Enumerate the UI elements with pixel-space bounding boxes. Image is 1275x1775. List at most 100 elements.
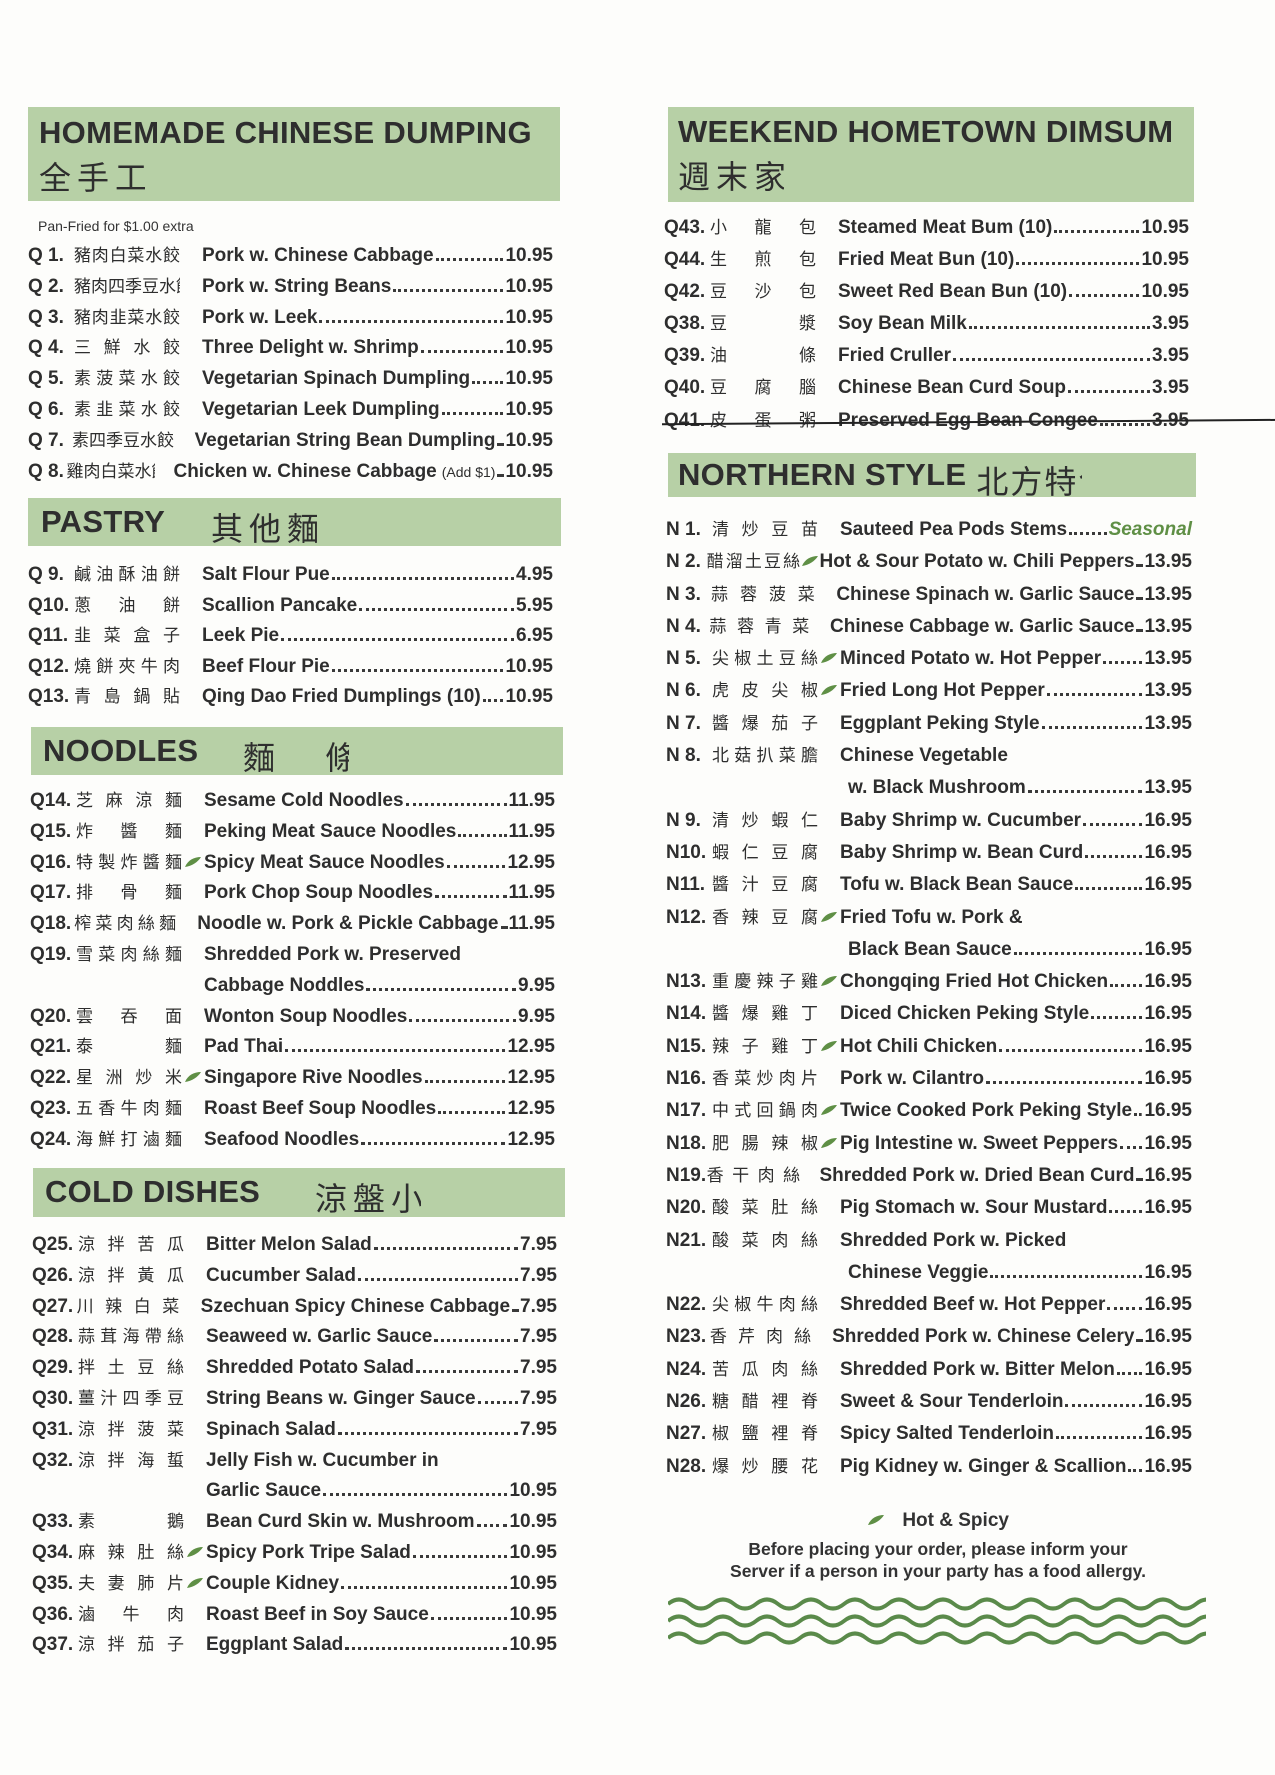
menu-item[interactable]: Q29. 拌土豆絲 Shredded Potato Salad 7.95 — [32, 1353, 557, 1384]
menu-item[interactable]: Q19. 雪菜肉絲麵 Shredded Pork w. Preserved — [30, 940, 555, 971]
menu-item[interactable]: Q40. 豆腐腦 Chinese Bean Curd Soup 3.95 — [664, 372, 1189, 404]
menu-item[interactable]: Q15. 炸醬麵 Peking Meat Sauce Noodles 11.95 — [30, 817, 555, 848]
menu-item[interactable]: Q18. 榨菜肉絲麵 Noodle w. Pork & Pickle Cabbage… — [30, 909, 555, 940]
item-name-cn: 海鮮打滷麵 — [76, 1129, 182, 1150]
menu-item[interactable]: Q41. 皮蛋粥 Preserved Egg Bean Congee 3.95 — [664, 405, 1189, 437]
menu-item[interactable]: Q39. 油 條 Fried Cruller 3.95 — [664, 340, 1189, 372]
menu-item[interactable]: Q12. 燒餅夾牛肉 Beef Flour Pie 10.95 — [28, 652, 553, 683]
item-name-cn: 清炒豆苗 — [712, 520, 818, 540]
menu-item[interactable]: Q24. 海鮮打滷麵 Seafood Noodles 12.95 — [30, 1125, 555, 1156]
menu-item[interactable]: N22. 尖椒牛肉絲 Shredded Beef w. Hot Pepper 16.9… — [666, 1289, 1192, 1321]
menu-item[interactable]: N12. 香辣豆腐 Fried Tofu w. Pork & — [666, 902, 1192, 934]
menu-item[interactable]: Q17. 排骨麵 Pork Chop Soup Noodles 11.95 — [30, 878, 555, 909]
menu-item[interactable]: Q20. 雲吞面 Wonton Soup Noodles 9.95 — [30, 1002, 555, 1033]
menu-item[interactable]: Q11. 韭菜盒子 Leek Pie 6.95 — [28, 621, 553, 652]
item-price: 3.95 — [1152, 313, 1189, 335]
item-name: Leek Pie — [202, 625, 280, 646]
dot-leader — [1068, 390, 1151, 394]
menu-item[interactable]: Q10. 蔥油餅 Scallion Pancake 5.95 — [28, 591, 553, 622]
menu-item[interactable]: N 6. 虎皮尖椒 Fried Long Hot Pepper 13.95 — [666, 675, 1192, 707]
menu-item[interactable]: Q34. 麻辣肚絲 Spicy Pork Tripe Salad 10.95 — [32, 1538, 557, 1569]
menu-item[interactable]: N 8. 北菇扒菜膽 Chinese Vegetable — [666, 740, 1192, 772]
noodles-list: Q14. 芝麻涼麵 Sesame Cold Noodles 11.95 Q15. 炸醬麵 P… — [30, 786, 555, 1156]
menu-item[interactable]: Q36. 滷牛肉 Roast Beef in Soy Sauce 10.95 — [32, 1600, 557, 1631]
menu-item[interactable]: N 9. 清炒蝦仁 Baby Shrimp w. Cucumber 16.95 — [666, 805, 1192, 837]
menu-item[interactable]: Q 4. 三鮮水餃 Three Delight w. Shrimp 10.95 — [28, 333, 553, 364]
menu-item[interactable]: Q 2. 豬肉四季豆水餃 Pork w. String Beans 10.95 — [28, 272, 553, 303]
dot-leader — [1054, 230, 1140, 233]
menu-item[interactable]: Q23. 五香牛肉麵 Roast Beef Soup Noodles 12.95 — [30, 1094, 555, 1125]
menu-item[interactable]: Q35. 夫妻肺片 Couple Kidney 10.95 — [32, 1569, 557, 1600]
item-price: 11.95 — [508, 790, 556, 811]
menu-item[interactable]: Q42. 豆沙包 Sweet Red Bean Bun (10) 10.95 — [664, 276, 1189, 308]
menu-item[interactable]: Q 6. 素韭菜水餃 Vegetarian Leek Dumpling 10.95 — [28, 395, 553, 426]
menu-item-continued[interactable]: w. Black Mushroom 13.95 — [666, 772, 1192, 804]
item-code: Q28. — [32, 1326, 74, 1348]
menu-item[interactable]: N11. 醬汁豆腐 Tofu w. Black Bean Sauce 16.95 — [666, 869, 1192, 901]
menu-item[interactable]: Q37. 涼拌茄子 Eggplant Salad 10.95 — [32, 1630, 557, 1661]
item-code: Q 9. — [28, 564, 64, 585]
menu-item-continued[interactable]: Garlic Sauce 10.95 — [32, 1476, 557, 1507]
menu-item[interactable]: N 4. 蒜蓉青菜 Chinese Cabbage w. Garlic Sauce 1… — [666, 611, 1192, 643]
menu-item[interactable]: Q 1. 豬肉白菜水餃 Pork w. Chinese Cabbage 10.95 — [28, 241, 553, 272]
menu-item-continued[interactable]: Chinese Veggie 16.95 — [666, 1257, 1192, 1289]
menu-item[interactable]: Q21. 泰麵 Pad Thai 12.95 — [30, 1032, 555, 1063]
menu-item[interactable]: N23. 香芹肉絲 Shredded Pork w. Chinese Celery 1… — [666, 1321, 1192, 1353]
menu-item[interactable]: Q43. 小龍包 Steamed Meat Bum (10) 10.95 — [664, 212, 1189, 244]
item-name-cn: 油 條 — [710, 346, 816, 367]
menu-item[interactable]: Q25. 涼拌苦瓜 Bitter Melon Salad 7.95 — [32, 1230, 557, 1261]
menu-item[interactable]: N 7. 醬爆茄子 Eggplant Peking Style 13.95 — [666, 708, 1192, 740]
menu-item[interactable]: N16. 香菜炒肉片 Pork w. Cilantro 16.95 — [666, 1063, 1192, 1095]
menu-item[interactable]: Q33. 素鵝 Bean Curd Skin w. Mushroom 10.95 — [32, 1507, 557, 1538]
menu-item[interactable]: Q26. 涼拌黃瓜 Cucumber Salad 7.95 — [32, 1261, 557, 1292]
menu-item[interactable]: N13. 重慶辣子雞 Chongqing Fried Hot Chicken 16.9… — [666, 966, 1192, 998]
menu-item[interactable]: Q31. 涼拌菠菜 Spinach Salad 7.95 — [32, 1415, 557, 1446]
menu-item[interactable]: N21. 酸菜肉絲 Shredded Pork w. Picked — [666, 1225, 1192, 1257]
menu-item[interactable]: N 3. 蒜蓉菠菜 Chinese Spinach w. Garlic Sauce 1… — [666, 579, 1192, 611]
menu-item[interactable]: Q 7. 素四季豆水餃 Vegetarian String Bean Dumplin… — [28, 426, 553, 457]
menu-item[interactable]: Q 3. 豬肉韭菜水餃 Pork w. Leek 10.95 — [28, 303, 553, 334]
menu-item[interactable]: N24. 苦瓜肉絲 Shredded Pork w. Bitter Melon 16.… — [666, 1354, 1192, 1386]
menu-item-continued[interactable]: Cabbage Noddles 9.95 — [30, 971, 555, 1002]
allergy-line-2: Server if a person in your party has a f… — [730, 1561, 1146, 1581]
item-price: 11.95 — [508, 913, 556, 935]
item-name-cn: 蒜茸海帶絲 — [78, 1327, 184, 1348]
menu-item[interactable]: N 1. 清炒豆苗 Sauteed Pea Pods Stems Seasonal — [666, 514, 1192, 546]
menu-item[interactable]: N10. 蝦仁豆腐 Baby Shrimp w. Bean Curd 16.95 — [666, 837, 1192, 869]
dumpling-header: HOMEMADE CHINESE DUMPING 全手工製作北方水餃 — [28, 107, 560, 201]
menu-item[interactable]: Q14. 芝麻涼麵 Sesame Cold Noodles 11.95 — [30, 786, 555, 817]
menu-item[interactable]: N20. 酸菜肚絲 Pig Stomach w. Sour Mustard 16.95 — [666, 1192, 1192, 1224]
menu-item[interactable]: N19. 香干肉絲 Shredded Pork w. Dried Bean Curd… — [666, 1160, 1192, 1192]
menu-item[interactable]: Q 9. 鹹油酥油餅 Salt Flour Pue 4.95 — [28, 560, 553, 591]
menu-item[interactable]: Q44. 生煎包 Fried Meat Bun (10) 10.95 — [664, 244, 1189, 276]
menu-item[interactable]: N18. 肥腸辣椒 Pig Intestine w. Sweet Peppers 16… — [666, 1128, 1192, 1160]
menu-item[interactable]: N26. 糖醋裡脊 Sweet & Sour Tenderloin 16.95 — [666, 1386, 1192, 1418]
menu-item[interactable]: Q 5. 素菠菜水餃 Vegetarian Spinach Dumpling 10.9… — [28, 364, 553, 395]
menu-item[interactable]: N 2. 醋溜土豆絲 Hot & Sour Potato w. Chili Pepp… — [666, 546, 1192, 578]
menu-item[interactable]: Q27. 川辣白菜 Szechuan Spicy Chinese Cabbage 7.… — [32, 1292, 557, 1323]
menu-item[interactable]: N17. 中式回鍋肉 Twice Cooked Pork Peking Style 1… — [666, 1095, 1192, 1127]
item-price: 7.95 — [520, 1264, 557, 1286]
item-code: Q15. — [30, 820, 72, 842]
menu-item[interactable]: Q30. 薑汁四季豆 String Beans w. Ginger Sauce 7.9… — [32, 1384, 557, 1415]
dot-leader — [1128, 1468, 1143, 1472]
menu-item[interactable]: N27. 椒鹽裡脊 Spicy Salted Tenderloin 16.95 — [666, 1418, 1192, 1450]
menu-item[interactable]: Q13. 青島鍋貼 Qing Dao Fried Dumplings (10) 10.… — [28, 682, 553, 713]
menu-item[interactable]: N15. 辣子雞丁 Hot Chili Chicken 16.95 — [666, 1031, 1192, 1063]
menu-item[interactable]: N28. 爆炒腰花 Pig Kidney w. Ginger & Scallion 1… — [666, 1451, 1192, 1483]
item-name: Twice Cooked Pork Peking Style — [840, 1100, 1133, 1122]
dot-leader — [285, 1049, 506, 1053]
menu-item[interactable]: Q16. 特製炸醬麵 Spicy Meat Sauce Noodles 12.95 — [30, 848, 555, 879]
menu-item[interactable]: Q38. 豆 漿 Soy Bean Milk 3.95 — [664, 308, 1189, 340]
menu-item[interactable]: Q 8.雞肉白菜水餃 Chicken w. Chinese Cabbage(Add… — [28, 457, 553, 488]
item-name-cn: 麻辣肚絲 — [78, 1542, 184, 1563]
menu-item[interactable]: N 5. 尖椒土豆絲 Minced Potato w. Hot Pepper 13.9… — [666, 643, 1192, 675]
menu-item[interactable]: Q22. 星洲炒米 Singapore Rive Noodles 12.95 — [30, 1063, 555, 1094]
menu-item-continued[interactable]: Black Bean Sauce 16.95 — [666, 934, 1192, 966]
menu-item[interactable]: Q28. 蒜茸海帶絲 Seaweed w. Garlic Sauce 7.95 — [32, 1322, 557, 1353]
menu-item[interactable]: N14. 醬爆雞丁 Diced Chicken Peking Style 16.95 — [666, 998, 1192, 1030]
item-name: Pork w. Leek — [202, 306, 318, 328]
item-code: N15. — [666, 1035, 707, 1057]
item-name: Roast Beef in Soy Sauce — [206, 1603, 429, 1625]
menu-item[interactable]: Q32. 涼拌海蜇 Jelly Fish w. Cucumber in — [32, 1446, 557, 1477]
